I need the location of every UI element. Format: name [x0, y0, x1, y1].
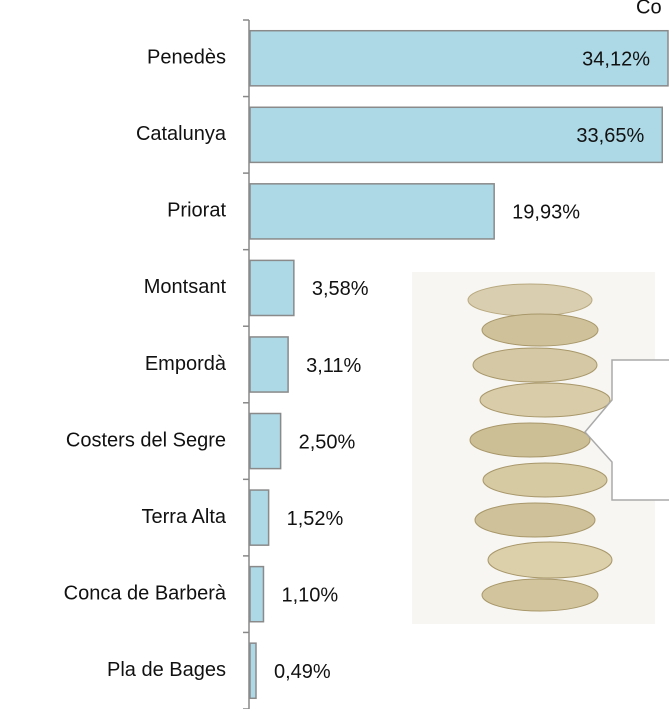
y-tick-label: Terra Alta: [142, 506, 227, 528]
y-tick-label: Empordà: [145, 353, 227, 375]
data-label: 1,10%: [281, 584, 338, 606]
page: {"chart_data": {"type": "bar", "orientat…: [0, 0, 669, 709]
bar: [250, 260, 294, 315]
data-label: 1,52%: [287, 508, 344, 530]
bar: [250, 490, 269, 545]
annotation: Co: [636, 0, 662, 18]
data-label: 19,93%: [512, 202, 580, 224]
bar: [250, 567, 263, 622]
y-tick-label: Conca de Barberà: [64, 582, 227, 604]
data-label: 2,50%: [299, 431, 356, 453]
bar: [250, 643, 256, 698]
data-label: 33,65%: [576, 125, 644, 147]
y-tick-label: Pla de Bages: [107, 659, 226, 681]
bar: [250, 413, 281, 468]
data-label: 3,11%: [306, 355, 361, 377]
data-label: 3,58%: [312, 278, 369, 300]
chart: Co Penedès 34,12% Catalunya 33,65% Priorat 19…: [0, 0, 669, 709]
y-tick-label: Catalunya: [136, 123, 227, 145]
y-tick-label: Montsant: [144, 276, 227, 298]
data-label: 34,12%: [582, 49, 650, 71]
y-tick-label: Penedès: [147, 47, 226, 69]
y-tick-label: Priorat: [167, 200, 226, 222]
y-tick-label: Costers del Segre: [66, 429, 226, 451]
data-label: 0,49%: [274, 661, 331, 683]
bar: [250, 184, 494, 239]
bar: [250, 337, 288, 392]
